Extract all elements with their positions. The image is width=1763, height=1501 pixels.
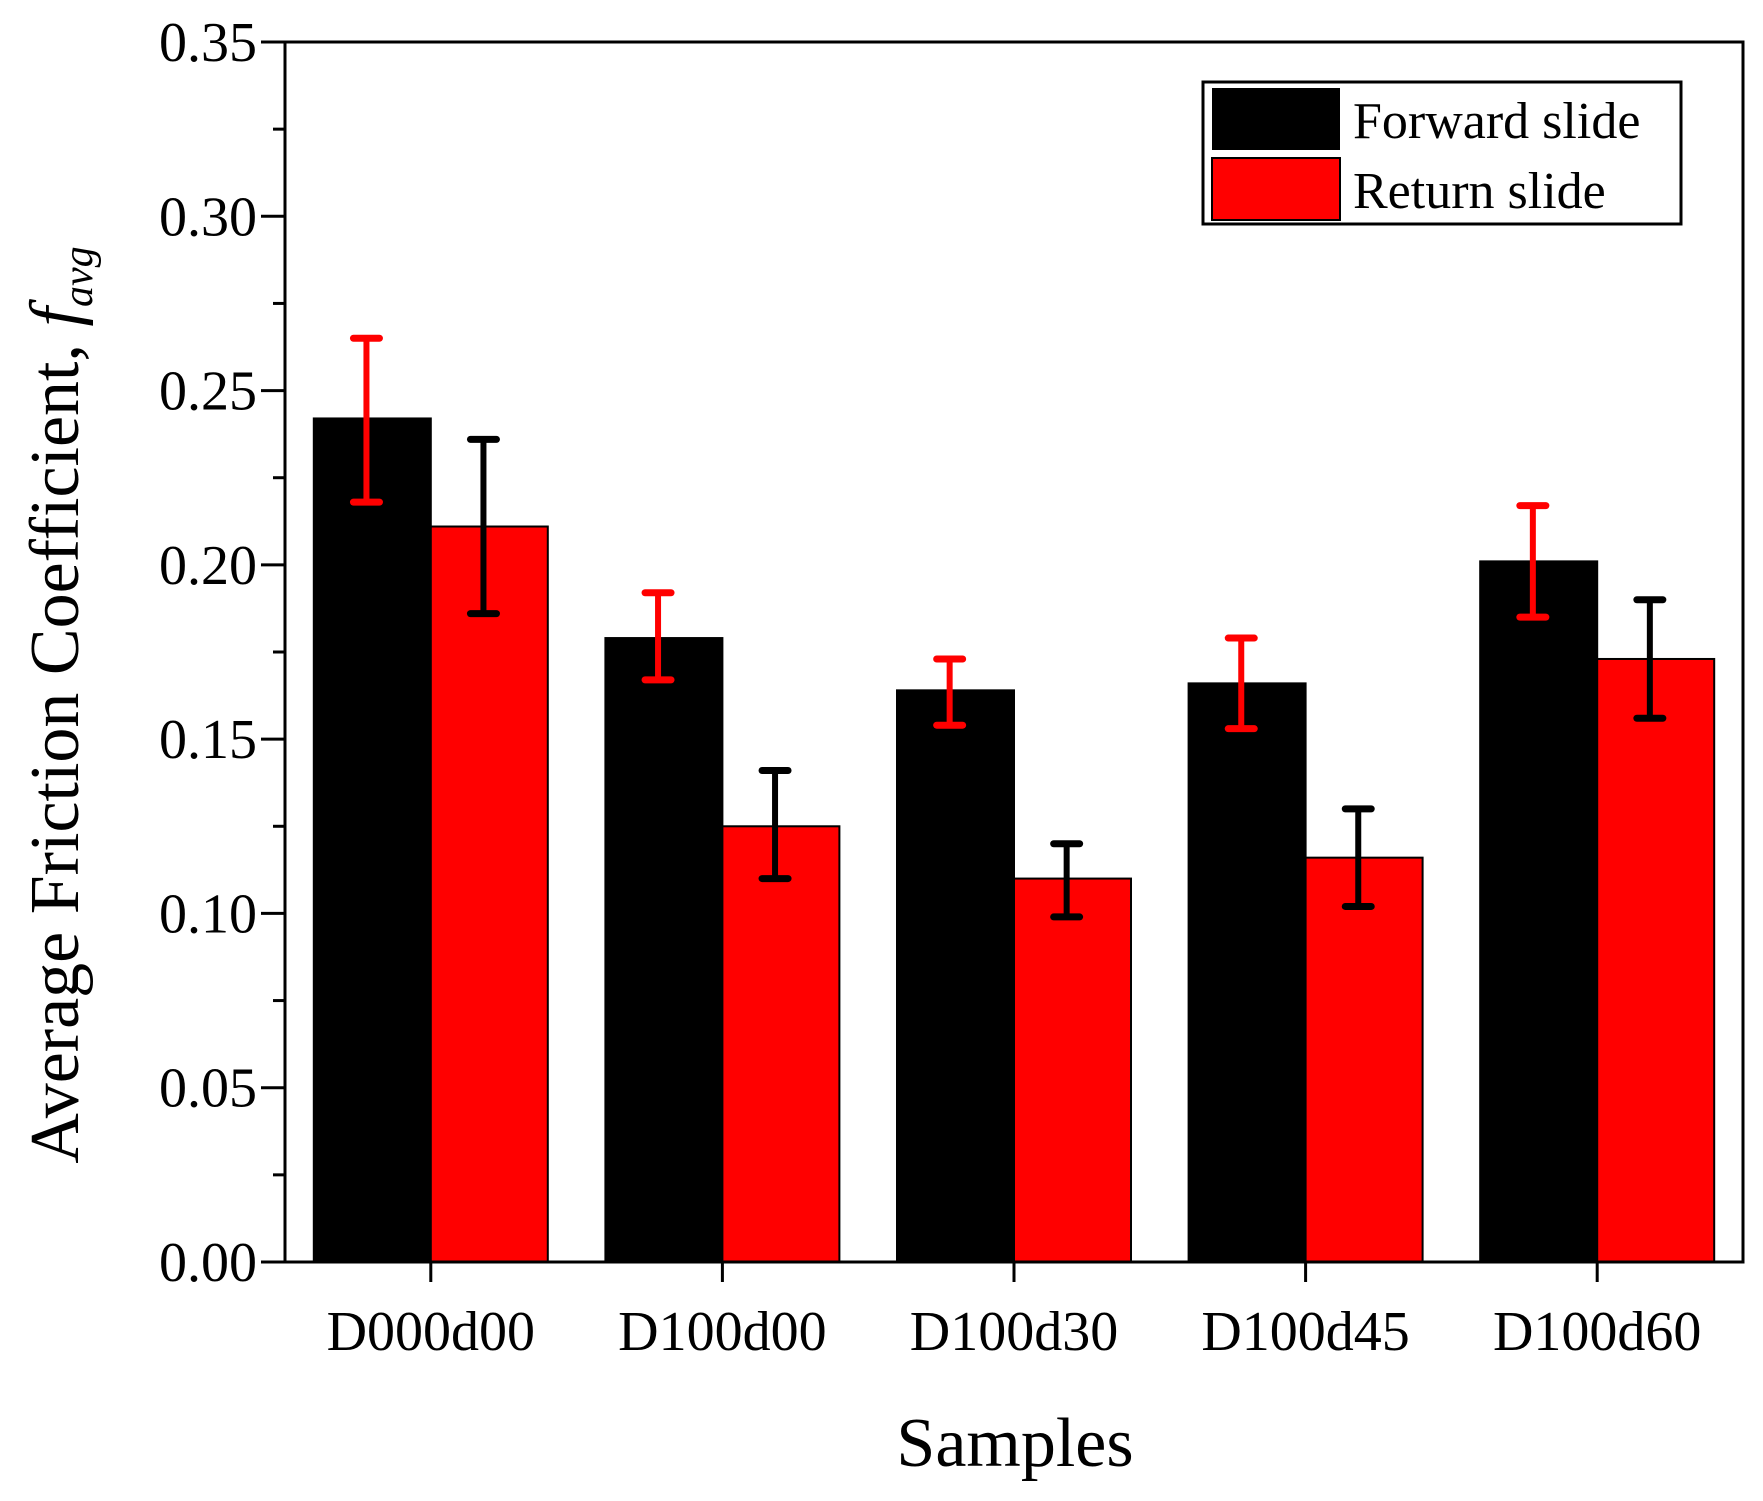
legend-label-return: Return slide <box>1353 163 1606 220</box>
y-axis-title: Average Friction Coefficient, favg <box>17 246 102 1163</box>
forward-bar-D100d30 <box>896 689 1015 1263</box>
y-tick-label-0.15: 0.15 <box>159 709 257 771</box>
y-tick-label-0.00: 0.00 <box>159 1232 257 1294</box>
forward-bar-D100d00 <box>604 637 724 1263</box>
plot-area: 0.00 0.05 0.10 0.15 0.20 0.25 0.30 0.35 D000d00 D… <box>159 12 1745 1363</box>
forward-bar-D100d60 <box>1479 560 1599 1263</box>
legend-label-forward: Forward slide <box>1353 93 1640 150</box>
y-axis-title-text: Average Friction Coefficient, <box>17 326 94 1163</box>
forward-bar-D100d45 <box>1187 682 1307 1263</box>
x-tick-label-D100d60: D100d60 <box>1493 1301 1701 1363</box>
x-tick-label-D100d00: D100d00 <box>618 1301 826 1363</box>
legend-swatch-return <box>1211 157 1341 221</box>
return-bar-D000d00 <box>429 525 549 1263</box>
legend: Forward slide Return slide <box>1201 80 1683 226</box>
x-axis-title: Samples <box>896 1405 1133 1482</box>
return-bar-D100d30 <box>1013 877 1132 1263</box>
legend-swatch-forward <box>1212 88 1340 150</box>
y-tick-label-0.35: 0.35 <box>159 12 257 74</box>
y-tick-label-0.25: 0.25 <box>159 361 257 423</box>
y-tick-label-0.20: 0.20 <box>159 535 257 597</box>
forward-bar-D000d00 <box>312 417 432 1263</box>
y-axis-title-subscript: avg <box>56 246 102 307</box>
return-bar-D100d45 <box>1304 856 1424 1264</box>
y-tick-label-0.05: 0.05 <box>159 1058 257 1120</box>
return-bar-D100d60 <box>1596 657 1716 1263</box>
x-tick-label-D100d45: D100d45 <box>1201 1301 1409 1363</box>
x-tick-label-D000d00: D000d00 <box>327 1301 535 1363</box>
return-bar-D100d00 <box>721 825 841 1263</box>
y-tick-label-0.30: 0.30 <box>159 186 257 248</box>
y-tick-label-0.10: 0.10 <box>159 883 257 945</box>
x-tick-label-D100d30: D100d30 <box>910 1301 1118 1363</box>
